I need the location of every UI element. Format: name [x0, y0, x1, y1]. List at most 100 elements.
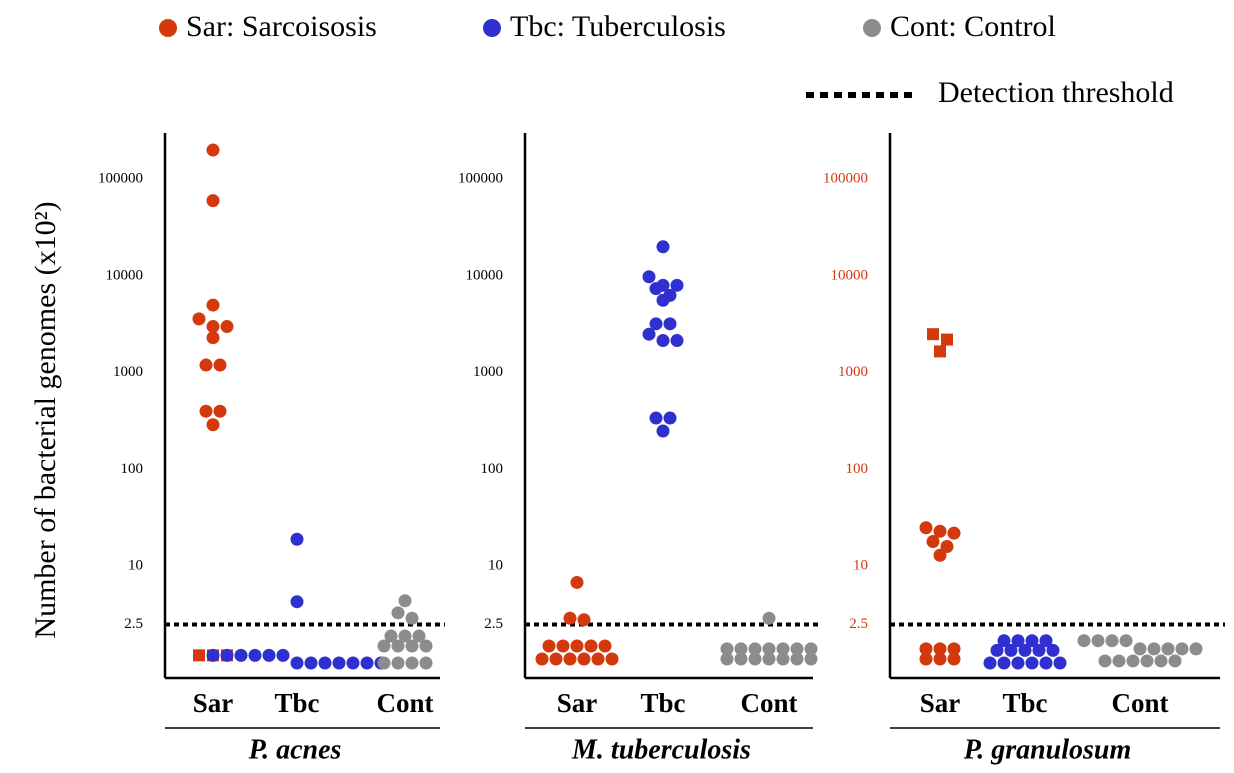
data-point [290, 595, 304, 609]
data-point [776, 642, 790, 656]
data-point [1119, 634, 1133, 648]
data-point [1091, 634, 1105, 648]
data-point [276, 648, 290, 662]
data-point [199, 358, 213, 372]
data-point [591, 652, 605, 666]
data-point [563, 652, 577, 666]
data-point [1161, 642, 1175, 656]
data-point [762, 611, 776, 625]
y-tick-label: 10 [488, 558, 503, 574]
data-point [663, 317, 677, 331]
data-point [1011, 634, 1025, 648]
data-point [656, 240, 670, 254]
y-tick-label: 100000 [823, 171, 868, 187]
data-point [1032, 643, 1046, 657]
legend-marker [863, 19, 881, 37]
data-point [926, 535, 940, 549]
data-point [1039, 634, 1053, 648]
data-point [213, 358, 227, 372]
data-point [762, 652, 776, 666]
data-point [656, 334, 670, 348]
data-point [1189, 642, 1203, 656]
x-tick-label: Cont [740, 688, 797, 718]
data-point [290, 656, 304, 670]
y-tick-label: 100000 [98, 171, 143, 187]
data-point [570, 639, 584, 653]
data-point [542, 639, 556, 653]
y-tick-label: 100 [846, 461, 869, 477]
x-tick-label: Sar [920, 688, 961, 718]
data-point [1168, 654, 1182, 668]
data-point [398, 629, 412, 643]
data-point [1098, 654, 1112, 668]
data-point [1025, 656, 1039, 670]
data-point [304, 656, 318, 670]
data-point [290, 532, 304, 546]
data-point [1053, 656, 1067, 670]
data-point [1004, 643, 1018, 657]
data-point [670, 334, 684, 348]
x-tick-label: Cont [376, 688, 433, 718]
data-point [947, 526, 961, 540]
y-tick-label: 2.5 [124, 616, 143, 632]
data-point [384, 629, 398, 643]
data-point [919, 642, 933, 656]
y-tick-label: 100 [121, 461, 144, 477]
panel-title: M. tuberculosis [571, 734, 751, 765]
y-tick-label: 10 [853, 558, 868, 574]
y-tick-label: 100 [481, 461, 504, 477]
threshold-legend-label: Detection threshold [938, 76, 1174, 109]
data-point [804, 642, 818, 656]
data-point [220, 648, 234, 662]
data-point [419, 639, 433, 653]
data-point [997, 656, 1011, 670]
data-point [248, 648, 262, 662]
y-tick-label: 10000 [831, 267, 869, 283]
data-point [412, 629, 426, 643]
data-point [206, 648, 220, 662]
data-point [656, 293, 670, 307]
data-point [419, 656, 433, 670]
y-tick-label: 10000 [106, 267, 144, 283]
data-point [206, 298, 220, 312]
legend-label: Tbc: Tuberculosis [510, 10, 726, 43]
data-point [656, 424, 670, 438]
legend-marker [483, 19, 501, 37]
data-point [577, 613, 591, 627]
data-point [642, 327, 656, 341]
data-point [1046, 643, 1060, 657]
x-tick-label: Cont [1111, 688, 1168, 718]
data-point [947, 642, 961, 656]
panel-title: P. acnes [248, 734, 342, 765]
legend-label: Cont: Control [890, 10, 1056, 43]
data-point [1154, 654, 1168, 668]
data-point [556, 639, 570, 653]
data-point [997, 634, 1011, 648]
data-point [405, 639, 419, 653]
y-tick-label: 100000 [458, 171, 503, 187]
data-point [642, 270, 656, 284]
data-point [535, 652, 549, 666]
data-point [734, 652, 748, 666]
data-point [762, 642, 776, 656]
y-tick-label: 10000 [466, 267, 504, 283]
data-point [1133, 642, 1147, 656]
panel-title: P. granulosum [963, 734, 1132, 765]
data-point [919, 521, 933, 535]
y-tick-label: 2.5 [484, 616, 503, 632]
data-point [598, 639, 612, 653]
data-point [940, 539, 954, 553]
data-point [192, 312, 206, 326]
data-point [405, 656, 419, 670]
data-point [1077, 634, 1091, 648]
data-point [1105, 634, 1119, 648]
data-point [377, 639, 391, 653]
data-point [391, 606, 405, 620]
data-point [748, 652, 762, 666]
data-point [933, 652, 947, 666]
data-point [206, 320, 220, 334]
y-tick-label: 10 [128, 558, 143, 574]
data-point [398, 594, 412, 608]
data-point [199, 404, 213, 418]
